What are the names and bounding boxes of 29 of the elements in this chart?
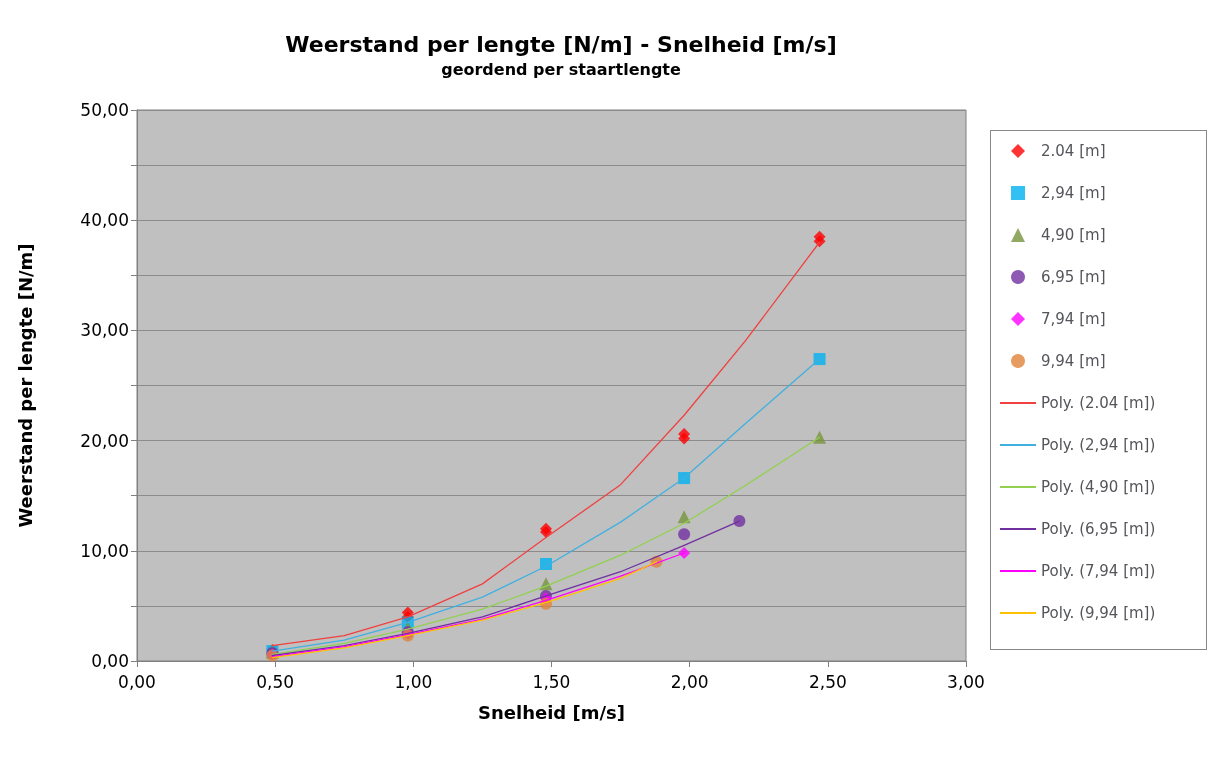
legend-label: 6,95 [m] bbox=[1041, 268, 1106, 286]
legend-label: 2,94 [m] bbox=[1041, 184, 1106, 202]
y-tick-label: 20,00 bbox=[80, 430, 129, 451]
legend-label: 2.04 [m] bbox=[1041, 142, 1106, 160]
y-axis-title: Weerstand per lengte [N/m] bbox=[14, 243, 36, 528]
x-tick-label: 2,00 bbox=[670, 671, 709, 692]
x-tick-label: 2,50 bbox=[808, 671, 847, 692]
x-tick-label: 1,50 bbox=[532, 671, 571, 692]
legend-label: Poly. (7,94 [m]) bbox=[1041, 562, 1156, 580]
x-tick-label: 0,50 bbox=[256, 671, 295, 692]
y-tick-label: 30,00 bbox=[80, 320, 129, 341]
x-tick-label: 3,00 bbox=[947, 671, 985, 692]
legend-label: Poly. (6,95 [m]) bbox=[1041, 520, 1156, 538]
legend-label: 4,90 [m] bbox=[1041, 226, 1106, 244]
y-tick-label: 0,00 bbox=[91, 651, 129, 671]
y-tick-label: 40,00 bbox=[80, 210, 129, 231]
x-tick-label: 1,00 bbox=[394, 671, 433, 692]
x-axis-title: Snelheid [m/s] bbox=[478, 701, 625, 723]
legend-label: Poly. (9,94 [m]) bbox=[1041, 604, 1156, 622]
legend-label: Poly. (4,90 [m]) bbox=[1041, 478, 1156, 496]
legend-label: Poly. (2.04 [m]) bbox=[1041, 394, 1156, 412]
chart-subtitle: geordend per staartlengte bbox=[441, 59, 681, 79]
chart-title: Weerstand per lengte [N/m] - Snelheid [m/s] bbox=[285, 31, 837, 57]
y-tick-label: 50,00 bbox=[80, 100, 129, 120]
legend-label: Poly. (2,94 [m]) bbox=[1041, 436, 1156, 454]
y-tick-label: 10,00 bbox=[80, 540, 129, 561]
x-tick-label: 0,00 bbox=[118, 671, 156, 692]
legend-label: 7,94 [m] bbox=[1041, 310, 1106, 328]
legend-label: 9,94 [m] bbox=[1041, 352, 1106, 370]
